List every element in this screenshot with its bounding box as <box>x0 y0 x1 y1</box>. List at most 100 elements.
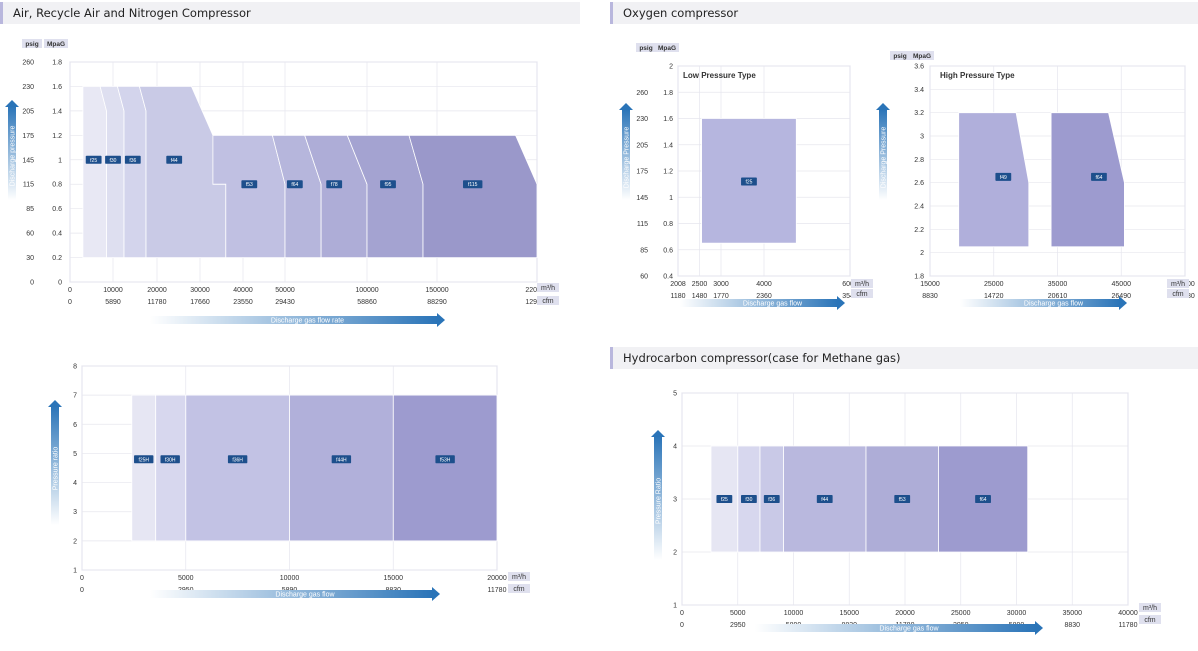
oxygen-low-ytick-psig: 145 <box>636 195 648 202</box>
air-xtick-cfm: 29430 <box>275 299 295 306</box>
oxygen-low-ytick-mpa: 0.8 <box>663 221 673 228</box>
ratio-yaxis-arrow <box>51 406 59 525</box>
oxygen-high-unit-psig <box>890 51 910 60</box>
hydrocarbon-xtick-cfm: 0 <box>680 622 684 629</box>
oxygen-low-ytick-mpa: 0.6 <box>663 247 673 254</box>
ratio-xunit-cfm <box>508 584 530 593</box>
oxygen-high-xunit-cfm-text: cfm <box>1172 291 1183 298</box>
oxygen-low-xtick: 3000 <box>713 281 729 288</box>
ratio-xtick-cfm: 11780 <box>488 587 507 594</box>
ratio-xlabel: Discharge gas flow <box>275 592 335 599</box>
oxygen-low-xunit-cfm-text: cfm <box>856 291 867 298</box>
ratio-ytick: 4 <box>73 480 77 487</box>
oxygen-low-xtick-cfm: 3540 <box>842 293 858 300</box>
air-xtick-cfm: 11780 <box>148 299 167 306</box>
ratio-xaxis-arrow <box>150 590 433 598</box>
oxygen-low-xtick-cfm: 1180 <box>670 293 685 300</box>
oxygen-low-ytick-psig: 230 <box>636 116 648 123</box>
hydrocarbon-badge-f30 <box>741 495 757 503</box>
air-unit-psig <box>22 39 42 48</box>
hydrocarbon-ytick: 5 <box>673 391 677 398</box>
oxygen-low-xtick: 6000 <box>842 281 858 288</box>
air-series-f25 <box>82 86 107 259</box>
ratio-ytick: 5 <box>73 451 77 458</box>
oxygen-low-ytick-mpa: 1.2 <box>663 169 673 176</box>
hydrocarbon-xunit-m3h <box>1139 603 1161 612</box>
oxygen-high-xtick-cfm: 14720 <box>984 293 1004 300</box>
hydrocarbon-ylabel: Pressure Ratio <box>656 478 663 524</box>
ratio-chart: f25H f30H f36H f44H f53H 8 7 6 5 4 3 2 1 Pressure rat… <box>48 364 530 601</box>
oxygen-high-unit-mpag-text: MpaG <box>913 53 931 60</box>
oxygen-high-badge-text-f49: f49 <box>1000 175 1007 181</box>
oxygen-high-xtick: 15000 <box>920 281 940 288</box>
air-xunit-cfm-text: cfm <box>542 298 553 305</box>
oxygen-high-badge-text-f64: f64 <box>1095 175 1102 181</box>
ratio-xtick-cfm: 0 <box>80 587 84 594</box>
oxygen-low-xunit-m3h <box>851 279 873 288</box>
ratio-series-f25H <box>131 394 157 542</box>
air-badge-f30 <box>105 155 121 164</box>
hydrocarbon-xtick: 35000 <box>1063 610 1083 617</box>
oxygen-low-xunit-cfm <box>851 289 873 298</box>
ratio-series-f53H <box>392 394 498 542</box>
air-badge-text-f44: f44 <box>171 158 178 164</box>
oxygen-high-xunit-m3h <box>1167 279 1189 288</box>
oxygen-low-ytick-psig: 205 <box>636 142 648 149</box>
air-badge-f115 <box>463 180 483 189</box>
air-xtick-cfm: 23550 <box>233 299 253 306</box>
hydrocarbon-badge-text-f25: f25 <box>721 497 728 503</box>
ratio-ytick: 8 <box>73 364 77 371</box>
air-series-f115 <box>408 134 538 259</box>
air-section-title: Air, Recycle Air and Nitrogen Compressor <box>13 6 251 20</box>
hydrocarbon-xaxis-arrowhead <box>1035 621 1043 635</box>
air-ytick-mpa: 0.4 <box>52 231 62 238</box>
air-ytick-psig: 30 <box>26 255 34 262</box>
air-badge-text-f78: f78 <box>331 182 338 188</box>
oxygen-high-xaxis-arrow <box>960 299 1120 307</box>
oxygen-low-ytick-psig: 115 <box>637 221 648 228</box>
air-xunit-cfm <box>537 296 559 305</box>
hydrocarbon-xtick: 40000 <box>1118 610 1138 617</box>
oxygen-high-ytick-mpa: 2.8 <box>914 157 924 164</box>
hydrocarbon-badge-text-f64: f64 <box>980 497 987 503</box>
air-ytick-psig: 230 <box>22 84 34 91</box>
oxygen-high-ytick-mpa: 2.6 <box>914 180 924 187</box>
air-ytick-mpa: 1 <box>58 157 62 164</box>
air-badge-text-f30: f30 <box>110 158 117 164</box>
oxygen-high-yaxis-arrowhead <box>876 103 890 110</box>
ratio-xaxis-arrowhead <box>432 587 440 601</box>
air-unit-mpag-text: MpaG <box>47 41 65 48</box>
hydrocarbon-xtick: 10000 <box>784 610 804 617</box>
oxygen-high-xtick: 45000 <box>1112 281 1132 288</box>
hydrocarbon-xtick-cfm: 11780 <box>1119 622 1138 629</box>
hydrocarbon-section-header: Hydrocarbon compressor(case for Methane … <box>610 347 1198 369</box>
air-ytick-psig: 60 <box>26 231 34 238</box>
air-xtick-cfm: 58860 <box>357 299 377 306</box>
hydrocarbon-ytick: 1 <box>673 603 677 610</box>
ratio-series-f30H <box>155 394 187 542</box>
ratio-xtick: 0 <box>80 575 84 582</box>
hydrocarbon-badge-text-f53: f53 <box>899 497 906 503</box>
oxygen-low-unit-psig-text: psig <box>639 45 652 52</box>
air-badge-text-f53: f53 <box>246 182 253 188</box>
oxygen-low-xtick: 2008 <box>670 281 686 288</box>
oxygen-high-xtick-cfm: 26490 <box>1112 293 1132 300</box>
oxygen-high-yaxis-arrow <box>879 109 887 200</box>
air-badge-text-f64: f64 <box>291 182 298 188</box>
ratio-badge-f30H <box>160 455 180 464</box>
air-ytick-psig: 205 <box>22 108 34 115</box>
hydrocarbon-chart: f25 f30 f36 f44 f53 f64 5 4 3 2 1 Pressure Ratio 0 0 5… <box>651 391 1161 635</box>
oxygen-low-xaxis-arrowhead <box>837 296 845 310</box>
oxygen-low-ytick-psig: 85 <box>640 247 648 254</box>
air-xtick-cfm: 0 <box>68 299 72 306</box>
air-badge-f25 <box>85 155 102 164</box>
ratio-ylabel: Pressure ratio <box>53 447 60 491</box>
air-xunit-m3h-text: m³/h <box>541 285 555 292</box>
air-badge-f95 <box>380 180 396 189</box>
hydrocarbon-yaxis-arrowhead <box>651 430 665 437</box>
oxygen-low-xtick: 2500 <box>692 281 708 288</box>
ratio-badge-text-f36H: f36H <box>232 457 243 463</box>
oxygen-high-ylabel: Discharge Pressure <box>881 127 888 189</box>
oxygen-high-ytick-mpa: 3.4 <box>914 87 924 94</box>
ratio-ytick: 1 <box>73 568 77 575</box>
